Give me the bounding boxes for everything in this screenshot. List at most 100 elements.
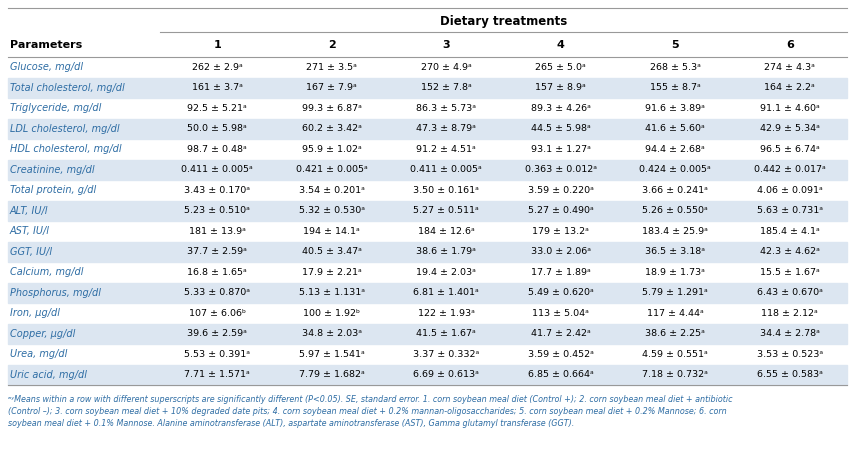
Text: Copper, μg/dl: Copper, μg/dl: [10, 329, 75, 339]
Text: 122 ± 1.93ᵃ: 122 ± 1.93ᵃ: [418, 309, 475, 318]
Text: AST, IU/l: AST, IU/l: [10, 226, 50, 236]
Text: 19.4 ± 2.03ᵃ: 19.4 ± 2.03ᵃ: [416, 268, 476, 277]
Text: ALT, IU/l: ALT, IU/l: [10, 206, 49, 216]
Text: 5.63 ± 0.731ᵃ: 5.63 ± 0.731ᵃ: [757, 206, 823, 215]
Text: Calcium, mg/dl: Calcium, mg/dl: [10, 267, 84, 277]
Text: 6.43 ± 0.670ᵃ: 6.43 ± 0.670ᵃ: [757, 288, 823, 297]
Text: 37.7 ± 2.59ᵃ: 37.7 ± 2.59ᵃ: [187, 247, 247, 256]
Text: 4.06 ± 0.091ᵃ: 4.06 ± 0.091ᵃ: [757, 186, 823, 195]
Text: 157 ± 8.9ᵃ: 157 ± 8.9ᵃ: [535, 83, 587, 92]
Text: 179 ± 13.2ᵃ: 179 ± 13.2ᵃ: [533, 227, 589, 236]
Text: Glucose, mg/dl: Glucose, mg/dl: [10, 62, 83, 72]
Text: 41.7 ± 2.42ᵃ: 41.7 ± 2.42ᵃ: [531, 329, 591, 338]
Text: 271 ± 3.5ᵃ: 271 ± 3.5ᵃ: [306, 63, 357, 72]
Text: 36.5 ± 3.18ᵃ: 36.5 ± 3.18ᵃ: [646, 247, 705, 256]
Text: 89.3 ± 4.26ᵃ: 89.3 ± 4.26ᵃ: [531, 104, 591, 113]
Text: 5.26 ± 0.550ᵃ: 5.26 ± 0.550ᵃ: [642, 206, 708, 215]
Text: 18.9 ± 1.73ᵃ: 18.9 ± 1.73ᵃ: [646, 268, 705, 277]
Text: 3.66 ± 0.241ᵃ: 3.66 ± 0.241ᵃ: [642, 186, 708, 195]
Text: 274 ± 4.3ᵃ: 274 ± 4.3ᵃ: [764, 63, 815, 72]
Text: 34.8 ± 2.03ᵃ: 34.8 ± 2.03ᵃ: [302, 329, 362, 338]
Text: 60.2 ± 3.42ᵃ: 60.2 ± 3.42ᵃ: [302, 124, 362, 133]
Text: 5.13 ± 1.131ᵃ: 5.13 ± 1.131ᵃ: [298, 288, 365, 297]
Bar: [8, 159, 847, 180]
Text: 5.53 ± 0.391ᵃ: 5.53 ± 0.391ᵃ: [184, 350, 251, 359]
Text: 6.85 ± 0.664ᵃ: 6.85 ± 0.664ᵃ: [528, 370, 593, 379]
Text: LDL cholesterol, mg/dl: LDL cholesterol, mg/dl: [10, 124, 120, 134]
Text: 44.5 ± 5.98ᵃ: 44.5 ± 5.98ᵃ: [531, 124, 591, 133]
Text: 6.81 ± 1.401ᵃ: 6.81 ± 1.401ᵃ: [413, 288, 479, 297]
Text: 93.1 ± 1.27ᵃ: 93.1 ± 1.27ᵃ: [531, 145, 591, 154]
Text: 6.69 ± 0.613ᵃ: 6.69 ± 0.613ᵃ: [413, 370, 479, 379]
Text: 40.5 ± 3.47ᵃ: 40.5 ± 3.47ᵃ: [302, 247, 362, 256]
Text: 0.363 ± 0.012ᵃ: 0.363 ± 0.012ᵃ: [525, 165, 597, 174]
Text: 118 ± 2.12ᵃ: 118 ± 2.12ᵃ: [761, 309, 818, 318]
Text: 15.5 ± 1.67ᵃ: 15.5 ± 1.67ᵃ: [760, 268, 820, 277]
Text: 5: 5: [671, 40, 679, 50]
Text: 41.6 ± 5.60ᵃ: 41.6 ± 5.60ᵃ: [646, 124, 705, 133]
Text: 3.43 ± 0.170ᵃ: 3.43 ± 0.170ᵃ: [184, 186, 251, 195]
Text: 5.27 ± 0.490ᵃ: 5.27 ± 0.490ᵃ: [528, 206, 593, 215]
Text: 7.18 ± 0.732ᵃ: 7.18 ± 0.732ᵃ: [642, 370, 708, 379]
Text: soybean meal diet + 0.1% Mannose. Alanine aminotransferase (ALT), aspartate amin: soybean meal diet + 0.1% Mannose. Alanin…: [8, 419, 575, 428]
Text: 3.50 ± 0.161ᵃ: 3.50 ± 0.161ᵃ: [413, 186, 479, 195]
Text: Creatinine, mg/dl: Creatinine, mg/dl: [10, 165, 95, 175]
Text: 5.32 ± 0.530ᵃ: 5.32 ± 0.530ᵃ: [298, 206, 365, 215]
Text: 265 ± 5.0ᵃ: 265 ± 5.0ᵃ: [535, 63, 587, 72]
Text: 3.53 ± 0.523ᵃ: 3.53 ± 0.523ᵃ: [757, 350, 823, 359]
Text: 42.9 ± 5.34ᵃ: 42.9 ± 5.34ᵃ: [760, 124, 820, 133]
Text: 0.421 ± 0.005ᵃ: 0.421 ± 0.005ᵃ: [296, 165, 368, 174]
Text: 3.59 ± 0.220ᵃ: 3.59 ± 0.220ᵃ: [528, 186, 593, 195]
Text: 4.59 ± 0.551ᵃ: 4.59 ± 0.551ᵃ: [642, 350, 708, 359]
Text: 98.7 ± 0.48ᵃ: 98.7 ± 0.48ᵃ: [187, 145, 247, 154]
Text: 194 ± 14.1ᵃ: 194 ± 14.1ᵃ: [304, 227, 360, 236]
Text: 0.424 ± 0.005ᵃ: 0.424 ± 0.005ᵃ: [640, 165, 711, 174]
Text: 3.54 ± 0.201ᵃ: 3.54 ± 0.201ᵃ: [298, 186, 365, 195]
Text: 155 ± 8.7ᵃ: 155 ± 8.7ᵃ: [650, 83, 700, 92]
Text: 184 ± 12.6ᵃ: 184 ± 12.6ᵃ: [418, 227, 475, 236]
Text: 94.4 ± 2.68ᵃ: 94.4 ± 2.68ᵃ: [646, 145, 705, 154]
Text: 91.1 ± 4.60ᵃ: 91.1 ± 4.60ᵃ: [760, 104, 820, 113]
Text: 5.79 ± 1.291ᵃ: 5.79 ± 1.291ᵃ: [642, 288, 708, 297]
Text: 96.5 ± 6.74ᵃ: 96.5 ± 6.74ᵃ: [760, 145, 820, 154]
Text: Dietary treatments: Dietary treatments: [439, 15, 567, 28]
Bar: [8, 118, 847, 139]
Text: 33.0 ± 2.06ᵃ: 33.0 ± 2.06ᵃ: [531, 247, 591, 256]
Text: 152 ± 7.8ᵃ: 152 ± 7.8ᵃ: [421, 83, 472, 92]
Text: 38.6 ± 2.25ᵃ: 38.6 ± 2.25ᵃ: [646, 329, 705, 338]
Text: GGT, IU/l: GGT, IU/l: [10, 247, 52, 257]
Text: 41.5 ± 1.67ᵃ: 41.5 ± 1.67ᵃ: [416, 329, 476, 338]
Text: 185.4 ± 4.1ᵃ: 185.4 ± 4.1ᵃ: [760, 227, 820, 236]
Text: 95.9 ± 1.02ᵃ: 95.9 ± 1.02ᵃ: [302, 145, 362, 154]
Text: 3.59 ± 0.452ᵃ: 3.59 ± 0.452ᵃ: [528, 350, 593, 359]
Text: 113 ± 5.04ᵃ: 113 ± 5.04ᵃ: [533, 309, 589, 318]
Text: 34.4 ± 2.78ᵃ: 34.4 ± 2.78ᵃ: [760, 329, 820, 338]
Bar: [8, 283, 847, 303]
Text: 0.442 ± 0.017ᵃ: 0.442 ± 0.017ᵃ: [754, 165, 826, 174]
Text: Iron, μg/dl: Iron, μg/dl: [10, 308, 60, 318]
Bar: [8, 77, 847, 98]
Text: 7.79 ± 1.682ᵃ: 7.79 ± 1.682ᵃ: [299, 370, 364, 379]
Text: 4: 4: [557, 40, 564, 50]
Text: 167 ± 7.9ᵃ: 167 ± 7.9ᵃ: [306, 83, 357, 92]
Bar: [8, 324, 847, 344]
Text: ᵃʸMeans within a row with different superscripts are significantly different (P<: ᵃʸMeans within a row with different supe…: [8, 395, 733, 404]
Text: 270 ± 4.9ᵃ: 270 ± 4.9ᵃ: [421, 63, 472, 72]
Text: 3.37 ± 0.332ᵃ: 3.37 ± 0.332ᵃ: [413, 350, 480, 359]
Text: 268 ± 5.3ᵃ: 268 ± 5.3ᵃ: [650, 63, 701, 72]
Bar: [8, 364, 847, 385]
Text: 5.27 ± 0.511ᵃ: 5.27 ± 0.511ᵃ: [413, 206, 479, 215]
Text: 0.411 ± 0.005ᵃ: 0.411 ± 0.005ᵃ: [181, 165, 253, 174]
Text: Total cholesterol, mg/dl: Total cholesterol, mg/dl: [10, 83, 125, 93]
Text: Triglyceride, mg/dl: Triglyceride, mg/dl: [10, 103, 102, 113]
Text: 1: 1: [214, 40, 221, 50]
Text: 91.6 ± 3.89ᵃ: 91.6 ± 3.89ᵃ: [646, 104, 705, 113]
Text: 6.55 ± 0.583ᵃ: 6.55 ± 0.583ᵃ: [757, 370, 823, 379]
Bar: [8, 242, 847, 262]
Text: 117 ± 4.44ᵃ: 117 ± 4.44ᵃ: [647, 309, 704, 318]
Text: 5.33 ± 0.870ᵃ: 5.33 ± 0.870ᵃ: [184, 288, 251, 297]
Text: 3: 3: [442, 40, 450, 50]
Text: Phosphorus, mg/dl: Phosphorus, mg/dl: [10, 288, 101, 298]
Text: 183.4 ± 25.9ᵃ: 183.4 ± 25.9ᵃ: [642, 227, 708, 236]
Text: 86.3 ± 5.73ᵃ: 86.3 ± 5.73ᵃ: [416, 104, 476, 113]
